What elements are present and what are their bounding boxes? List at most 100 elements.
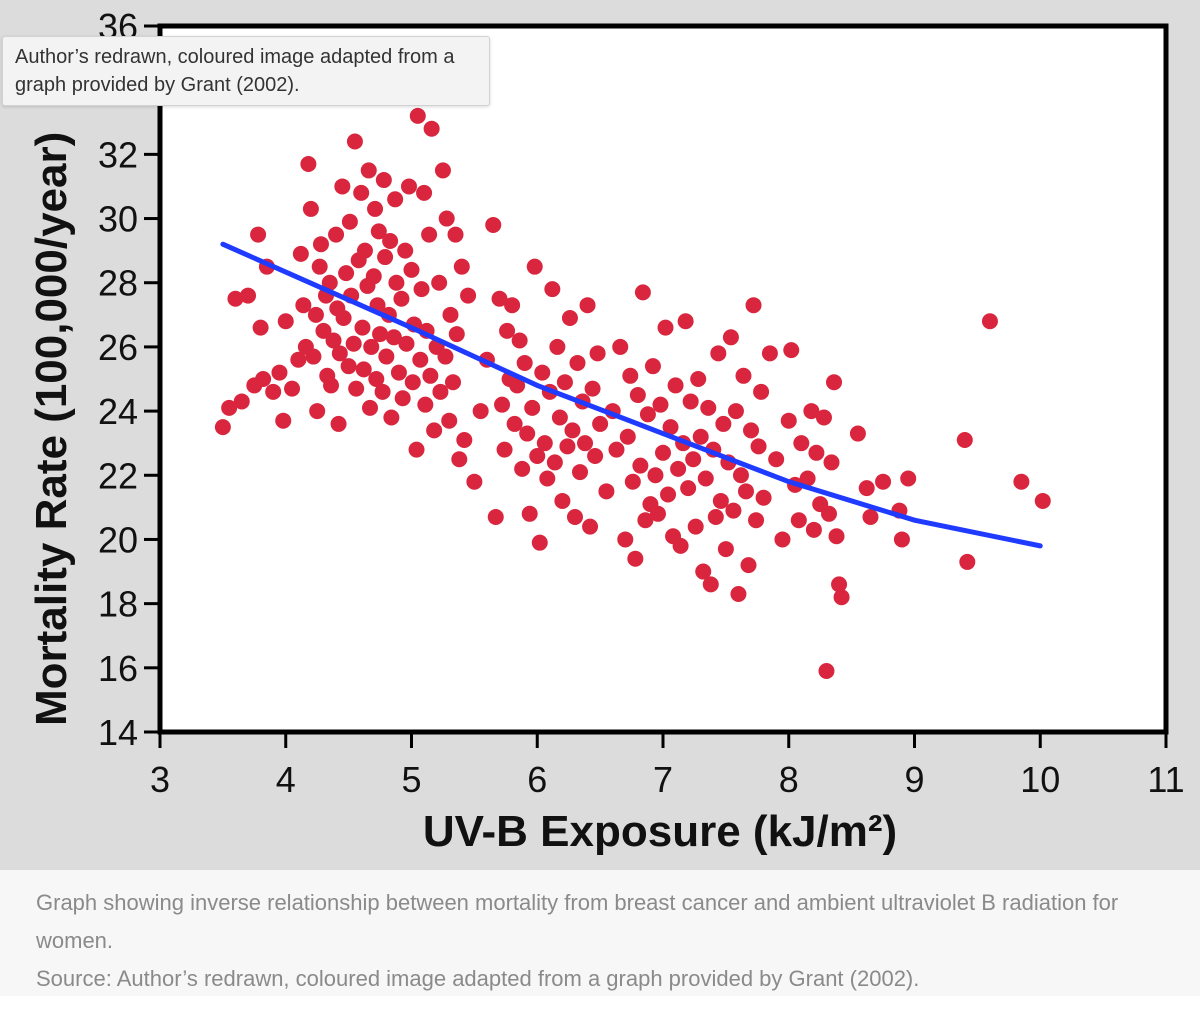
data-point bbox=[437, 348, 454, 365]
data-point bbox=[624, 473, 641, 490]
data-point bbox=[539, 470, 556, 487]
data-point bbox=[531, 534, 548, 551]
data-point bbox=[315, 322, 332, 339]
data-point bbox=[707, 508, 724, 525]
data-point bbox=[312, 236, 329, 253]
data-point bbox=[584, 380, 601, 397]
data-point bbox=[448, 326, 465, 343]
data-point bbox=[325, 332, 342, 349]
data-points bbox=[214, 107, 1051, 680]
data-point bbox=[214, 419, 231, 436]
data-point bbox=[815, 409, 832, 426]
x-tick-label: 3 bbox=[150, 759, 170, 800]
data-point bbox=[828, 528, 845, 545]
data-point bbox=[702, 576, 719, 593]
data-point bbox=[652, 396, 669, 413]
data-point bbox=[323, 377, 340, 394]
y-tick-label: 14 bbox=[98, 712, 138, 753]
data-point bbox=[275, 412, 292, 429]
data-point bbox=[354, 319, 371, 336]
data-point bbox=[732, 467, 749, 484]
data-point bbox=[549, 338, 566, 355]
data-point bbox=[647, 467, 664, 484]
data-point bbox=[409, 107, 426, 124]
x-tick-label: 9 bbox=[904, 759, 924, 800]
data-point bbox=[341, 213, 358, 230]
data-point bbox=[667, 377, 684, 394]
data-point bbox=[271, 364, 288, 381]
data-point bbox=[737, 483, 754, 500]
bottom-strip bbox=[0, 996, 1200, 1009]
data-point bbox=[442, 306, 459, 323]
data-point bbox=[426, 422, 443, 439]
data-point bbox=[632, 457, 649, 474]
data-point bbox=[685, 451, 702, 468]
data-point bbox=[265, 383, 282, 400]
data-point bbox=[700, 399, 717, 416]
data-point bbox=[826, 374, 843, 391]
data-point bbox=[753, 383, 770, 400]
data-point bbox=[634, 284, 651, 301]
data-point bbox=[353, 184, 370, 201]
data-point bbox=[608, 441, 625, 458]
data-point bbox=[627, 550, 644, 567]
data-point bbox=[377, 249, 394, 266]
data-point bbox=[423, 120, 440, 137]
data-point bbox=[438, 210, 455, 227]
data-point bbox=[556, 374, 573, 391]
data-point bbox=[388, 274, 405, 291]
data-point bbox=[849, 425, 866, 442]
data-point bbox=[400, 178, 417, 195]
data-point bbox=[780, 412, 797, 429]
data-point bbox=[416, 184, 433, 201]
data-point bbox=[598, 483, 615, 500]
data-point bbox=[334, 178, 351, 195]
data-point bbox=[582, 518, 599, 535]
data-point bbox=[365, 268, 382, 285]
data-point bbox=[680, 480, 697, 497]
data-point bbox=[662, 419, 679, 436]
data-point bbox=[331, 345, 348, 362]
data-point bbox=[496, 441, 513, 458]
data-point bbox=[387, 191, 404, 208]
data-point bbox=[491, 290, 508, 307]
y-axis: 141618202224262830323436 bbox=[98, 6, 160, 753]
data-point bbox=[444, 374, 461, 391]
data-point bbox=[875, 473, 892, 490]
data-point bbox=[447, 226, 464, 243]
data-point bbox=[221, 399, 238, 416]
data-point bbox=[367, 200, 384, 217]
data-point bbox=[1013, 473, 1030, 490]
data-point bbox=[805, 521, 822, 538]
data-point bbox=[655, 444, 671, 461]
data-point bbox=[820, 505, 837, 522]
data-point bbox=[639, 406, 656, 423]
data-point bbox=[783, 342, 800, 359]
data-point bbox=[572, 464, 589, 481]
y-tick-label: 32 bbox=[98, 134, 138, 175]
data-point bbox=[413, 281, 430, 298]
data-point bbox=[277, 313, 294, 330]
data-point bbox=[321, 274, 338, 291]
data-point bbox=[858, 480, 875, 497]
data-point bbox=[356, 242, 373, 259]
data-point bbox=[536, 435, 553, 452]
data-point bbox=[335, 310, 352, 327]
data-point bbox=[408, 441, 425, 458]
data-point bbox=[579, 297, 596, 314]
data-point bbox=[526, 258, 543, 275]
data-point bbox=[617, 531, 634, 548]
data-point bbox=[453, 258, 470, 275]
y-axis-title: Mortality Rate (100,000/year) bbox=[27, 132, 76, 726]
data-point bbox=[504, 297, 521, 314]
data-point bbox=[514, 460, 531, 477]
data-point bbox=[690, 371, 707, 387]
y-tick-label: 22 bbox=[98, 455, 138, 496]
y-tick-label: 26 bbox=[98, 327, 138, 368]
data-point bbox=[833, 589, 850, 606]
data-point bbox=[345, 335, 362, 352]
y-tick-label: 16 bbox=[98, 648, 138, 689]
data-point bbox=[670, 460, 687, 477]
x-tick-label: 4 bbox=[276, 759, 296, 800]
data-point bbox=[554, 492, 571, 509]
